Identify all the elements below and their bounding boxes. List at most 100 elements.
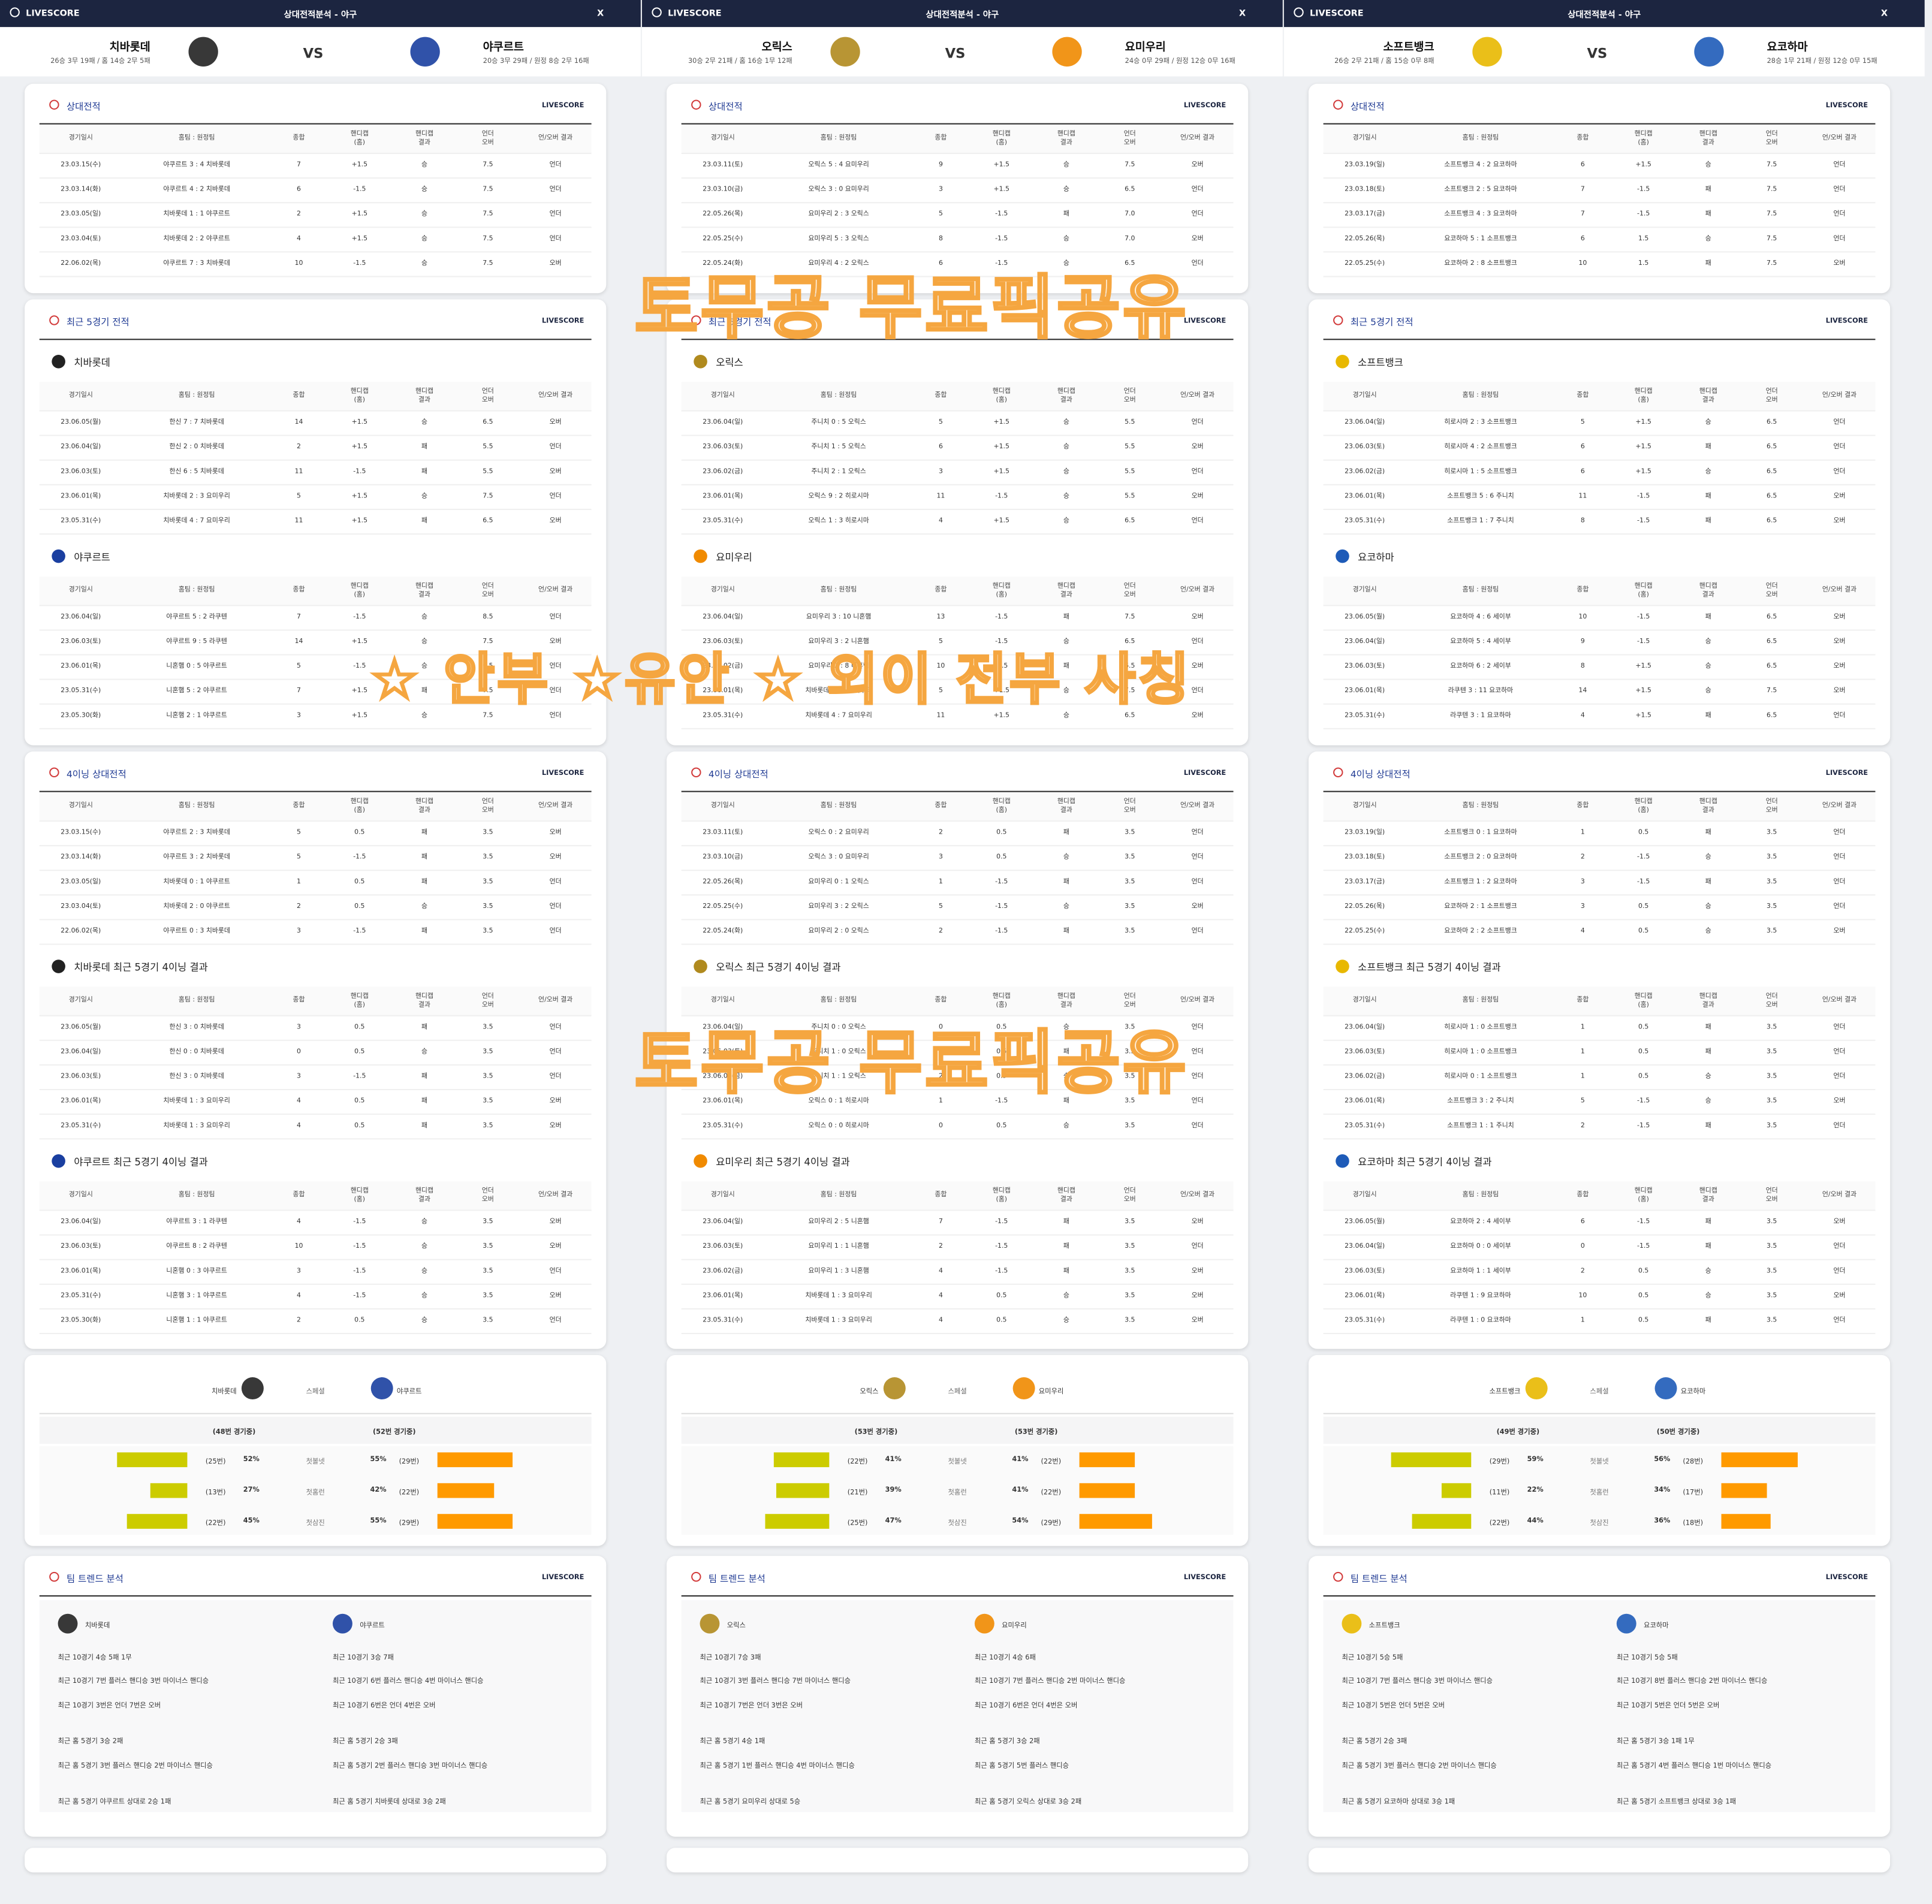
home-bar: [1441, 1483, 1472, 1498]
table-cell: 오버: [549, 1098, 562, 1106]
column-header: 언/오버 결과: [1180, 587, 1215, 595]
column-header: 언/오버 결과: [538, 1191, 573, 1199]
away-count: (29번): [1041, 1520, 1062, 1528]
table-cell: -1.5: [995, 1098, 1008, 1106]
stat-label: 첫삼진: [948, 1520, 967, 1528]
stat-label: 첫삼진: [306, 1520, 325, 1528]
column-header: 언더 오버: [481, 583, 494, 598]
table-row: 23.03.17(금) 소프트뱅크 4 : 3 요코하마 7 -1.5 패 7.5 언더: [1323, 203, 1876, 228]
baseball-icon: [1333, 1571, 1343, 1582]
section-title: 상대전적: [66, 101, 101, 113]
home-count: (22번): [847, 1458, 868, 1467]
away-record: 20승 3무 29패 / 원정 8승 2무 16패: [483, 58, 589, 65]
table-cell: 라쿠텐 3 : 11 요코하마: [1448, 687, 1514, 696]
table: 경기일시 홈팀 : 원정팀 종합 핸디캡 (홈) 핸디캡 결과 언더 오버 언/오버 결과 2…: [39, 1181, 592, 1335]
home-pct: 27%: [243, 1486, 260, 1495]
table: 경기일시 홈팀 : 원정팀 종합 핸디캡 (홈) 핸디캡 결과 언더 오버 언/오버 결과 2…: [681, 382, 1234, 535]
table-cell: -1.5: [353, 663, 366, 671]
table-cell: 오버: [549, 260, 562, 268]
table-cell: 치바롯데 4 : 7 요미우리: [805, 713, 872, 720]
column-header: 핸디캡 결과: [1057, 583, 1075, 598]
close-button[interactable]: X: [1880, 8, 1888, 19]
table: 경기일시 홈팀 : 원정팀 종합 핸디캡 (홈) 핸디캡 결과 언더 오버 언/오버 결과 2…: [39, 382, 592, 535]
column-header: 핸디캡 (홈): [992, 798, 1011, 814]
table-cell: +1.5: [1635, 663, 1651, 671]
table-cell: 5.5: [1125, 419, 1135, 427]
column-header: 핸디캡 결과: [1057, 798, 1075, 814]
home-pct: 22%: [1527, 1486, 1544, 1495]
column-header: 경기일시: [710, 1191, 735, 1199]
table-cell: 승: [1063, 162, 1069, 170]
away-games: (53번 경기중): [1014, 1429, 1058, 1437]
table-cell: 23.03.18(토): [1345, 186, 1385, 194]
table-row: 23.06.04(일) 히로시마 2 : 3 소프트뱅크 5 +1.5 승 6.5 언더: [1323, 412, 1876, 436]
trend-line: 최근 10경기 6번 플러스 핸디승 4번 마이너스 핸디승: [332, 1677, 484, 1685]
table-cell: 오버: [1191, 663, 1204, 671]
table-cell: 23.05.30(화): [61, 1317, 101, 1325]
table-cell: 6: [1580, 236, 1585, 243]
card-title: 최근 5경기 전적 LIVESCORE: [39, 299, 592, 340]
table-cell: 3.5: [1767, 1123, 1777, 1130]
table-cell: 23.06.01(목): [1345, 1098, 1385, 1106]
table-cell: 23.06.05(월): [1345, 1218, 1385, 1227]
table-cell: 요코하마 6 : 2 세이부: [1450, 663, 1511, 671]
table-cell: 승: [1063, 493, 1069, 501]
column-header: 홈팀 : 원정팀: [820, 997, 857, 1005]
table-row: 22.05.25(수) 요미우리 3 : 2 오릭스 5 -1.5 승 3.5 오버: [681, 895, 1234, 921]
table-cell: 23.05.31(수): [703, 713, 743, 720]
table-cell: 오릭스 1 : 3 히로시마: [808, 518, 869, 526]
column-header: 홈팀 : 원정팀: [1462, 392, 1499, 400]
home-logo: [241, 1377, 264, 1400]
table-row: 23.06.01(목) 라쿠텐 1 : 9 요코하마 10 0.5 승 3.5 오버: [1323, 1285, 1876, 1309]
table-cell: 라쿠텐 3 : 1 요코하마: [1450, 713, 1511, 720]
home-record: 26승 3무 19패 / 홈 14승 2무 5패: [50, 58, 150, 65]
header-bar: LIVESCORE 상대전적분석 - 야구 X: [0, 0, 641, 28]
close-button[interactable]: X: [1238, 8, 1246, 19]
livescore-tag: LIVESCORE: [1183, 1574, 1226, 1582]
close-button[interactable]: X: [597, 8, 604, 19]
home-pct: 52%: [243, 1456, 260, 1464]
column-header: 핸디캡 결과: [415, 1188, 434, 1203]
table-cell: 2: [297, 1317, 301, 1325]
column-header: 언더 오버: [1123, 583, 1136, 598]
table-cell: 7.5: [1767, 186, 1777, 194]
table-cell: 3.5: [1767, 1098, 1777, 1106]
table-cell: 14: [294, 419, 303, 427]
away-pct: 55%: [370, 1456, 387, 1464]
table-row: 23.06.04(일) 한신 0 : 0 치바롯데 0 0.5 승 3.5 언더: [39, 1041, 592, 1066]
table-cell: 1: [938, 1098, 943, 1106]
away-bar: [437, 1514, 513, 1529]
home-record: 30승 2무 21패 / 홈 16승 1무 12패: [688, 58, 792, 65]
table-cell: 오버: [1191, 614, 1204, 621]
table-cell: -1.5: [1637, 518, 1650, 526]
home-name: 소프트뱅크: [1489, 1388, 1521, 1396]
sub-title-text: 치바롯데: [74, 357, 110, 369]
away-name: 요코하마: [1767, 41, 1808, 55]
table-cell: 오버: [1833, 638, 1846, 647]
table-row: 23.05.31(수) 치바롯데 1 : 3 요미우리 4 0.5 승 3.5 오버: [681, 1309, 1234, 1335]
table: 경기일시 홈팀 : 원정팀 종합 핸디캡 (홈) 핸디캡 결과 언더 오버 언/오버 결과 2…: [681, 576, 1234, 729]
table-cell: 7.5: [483, 211, 493, 219]
table-cell: 11: [294, 518, 303, 526]
table-cell: 소프트뱅크 0 : 1 요코하마: [1444, 829, 1517, 837]
table-row: 23.03.19(일) 소프트뱅크 4 : 2 요코하마 6 +1.5 승 7.5 언더: [1323, 154, 1876, 179]
table-cell: 0.5: [1638, 1268, 1649, 1276]
table-row: 23.06.02(금) 요미우리 2 : 8 니혼햄 10 -1.5 패 6.5 오버: [681, 656, 1234, 680]
table-cell: 치바롯데 1 : 3 요미우리: [805, 1293, 872, 1300]
table-cell: 22.06.02(목): [61, 260, 101, 268]
table-cell: 오릭스 5 : 4 요미우리: [808, 162, 869, 170]
home-pct: 47%: [885, 1517, 902, 1525]
table-row: 23.06.04(일) 요미우리 2 : 5 니혼햄 7 -1.5 패 3.5 오버: [681, 1211, 1234, 1236]
panel: LIVESCORE 상대전적분석 - 야구 X 소프트뱅크 26승 2무 21패 / 홈…: [1283, 0, 1925, 1904]
column-header: 언/오버 결과: [1822, 802, 1857, 810]
table-cell: 언더: [1833, 713, 1846, 720]
table-cell: -1.5: [353, 186, 366, 194]
table-cell: 패: [421, 1024, 428, 1032]
home-pct: 44%: [1527, 1517, 1544, 1525]
table-cell: 7.5: [483, 162, 493, 170]
table-cell: 6: [938, 260, 943, 268]
column-header: 홈팀 : 원정팀: [820, 392, 857, 400]
table-cell: 패: [421, 1123, 428, 1130]
table-cell: 3: [938, 854, 943, 862]
